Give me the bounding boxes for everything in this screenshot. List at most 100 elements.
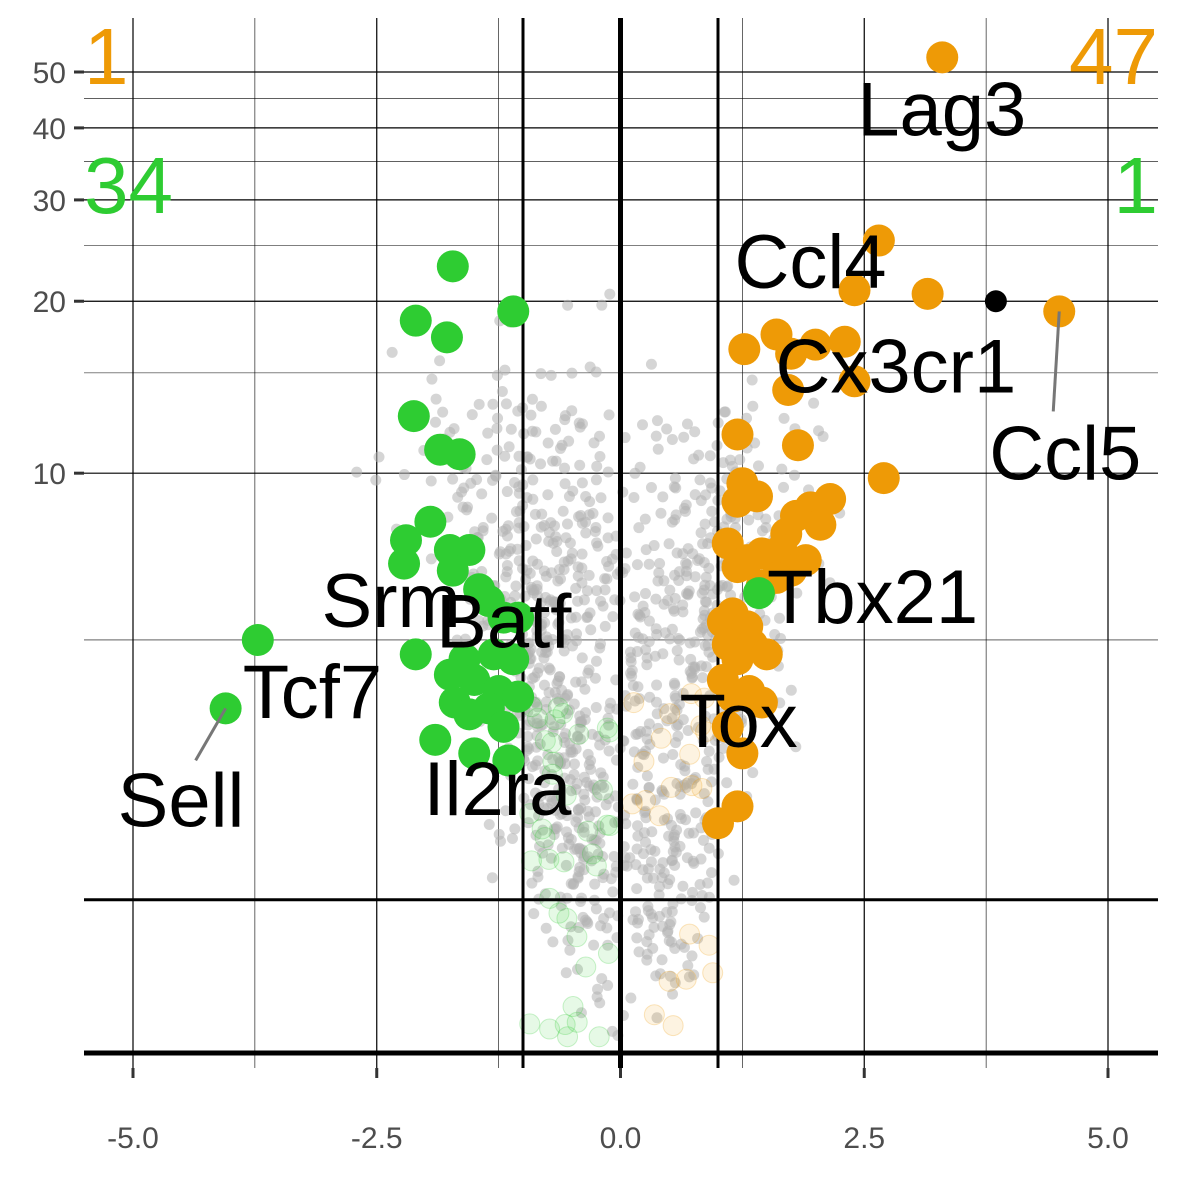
background-point (491, 369, 503, 381)
background-point (706, 482, 718, 494)
background-point (633, 946, 645, 958)
background-point (535, 790, 547, 802)
background-point (629, 467, 641, 479)
background-point (632, 830, 644, 842)
x-tick-label: -2.5 (351, 1122, 403, 1155)
faint-point (662, 1015, 684, 1037)
faint-point (541, 763, 563, 785)
background-point (695, 660, 707, 672)
down-point (399, 638, 432, 671)
background-point (351, 466, 363, 478)
faint-point (552, 702, 574, 724)
background-point (585, 624, 597, 636)
background-point (572, 595, 584, 607)
background-point (551, 693, 563, 705)
background-point (568, 758, 580, 770)
background-point (629, 695, 641, 707)
background-point (538, 679, 550, 691)
background-point (602, 512, 614, 524)
background-point (790, 741, 802, 753)
background-point (527, 672, 539, 684)
up-point (838, 365, 871, 398)
background-point (540, 703, 552, 715)
up-point (867, 462, 900, 495)
background-point (632, 728, 644, 740)
background-point (540, 570, 552, 582)
faint-point (544, 709, 566, 731)
background-point (776, 463, 788, 475)
faint-point (520, 850, 542, 872)
background-point (527, 474, 539, 486)
background-point (481, 454, 493, 466)
background-point (669, 829, 681, 841)
background-point (486, 872, 498, 884)
background-point (573, 511, 585, 523)
up-point (711, 710, 744, 743)
background-point (694, 902, 706, 914)
background-point (553, 783, 565, 795)
up-point (926, 41, 959, 74)
background-point (551, 546, 563, 558)
faint-point (691, 777, 713, 799)
background-point (486, 512, 498, 524)
background-point (698, 788, 710, 800)
background-point (688, 453, 700, 465)
background-point (699, 596, 711, 608)
background-point (594, 837, 606, 849)
background-point (653, 889, 665, 901)
background-point (554, 597, 566, 609)
faint-point (659, 703, 681, 725)
background-point (499, 450, 511, 462)
background-point (572, 812, 584, 824)
background-point (509, 477, 521, 489)
gene-label-cx3cr1: Cx3cr1 (776, 325, 1017, 410)
background-point (791, 587, 803, 599)
background-point (559, 462, 571, 474)
background-point (604, 907, 616, 919)
background-point (526, 761, 538, 773)
background-point (778, 412, 790, 424)
background-point (544, 791, 556, 803)
background-point (543, 662, 555, 674)
background-point (425, 475, 437, 487)
faint-point (547, 697, 569, 719)
background-point (595, 595, 607, 607)
down-point (388, 547, 421, 580)
background-point (679, 505, 691, 517)
background-point (532, 701, 544, 713)
background-point (500, 398, 512, 410)
faint-point (562, 996, 584, 1018)
background-point (597, 771, 609, 783)
background-point (657, 648, 669, 660)
background-point (654, 557, 666, 569)
background-point (573, 417, 585, 429)
up-nonsig-point (742, 577, 775, 610)
background-point (721, 777, 733, 789)
background-point (645, 908, 657, 920)
background-point (459, 633, 471, 645)
background-point (644, 738, 656, 750)
up-point (721, 485, 754, 518)
background-point (594, 827, 606, 839)
background-point (778, 481, 790, 493)
faint-point (534, 826, 556, 848)
gene-label-ccl5: Ccl5 (989, 411, 1141, 496)
background-point (594, 638, 606, 650)
background-point (717, 742, 729, 754)
background-point (542, 437, 554, 449)
background-point (585, 755, 597, 767)
background-point (657, 491, 669, 503)
background-point (656, 786, 668, 798)
background-point (573, 822, 585, 834)
background-point (558, 645, 570, 657)
background-point (601, 922, 613, 934)
background-point (602, 532, 614, 544)
up-point (804, 508, 837, 541)
background-point (565, 921, 577, 933)
background-point (531, 624, 543, 636)
background-point (589, 878, 601, 890)
down-point (443, 438, 476, 471)
background-point (501, 486, 513, 498)
background-point (703, 842, 715, 854)
background-point (535, 400, 547, 412)
